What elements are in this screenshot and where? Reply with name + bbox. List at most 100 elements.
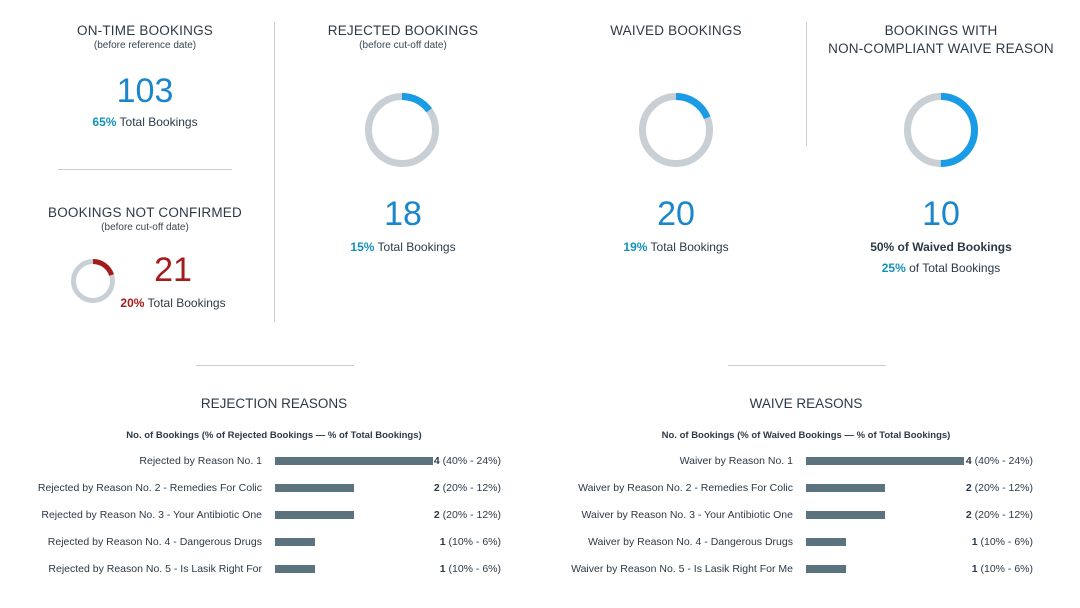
reason-bar <box>806 457 964 465</box>
reason-label: Waiver by Reason No. 3 - Your Antibiotic… <box>581 509 793 521</box>
waived-value: 20 <box>657 195 695 233</box>
divider-vertical-right <box>806 22 807 146</box>
noncompliant-ring <box>904 93 978 167</box>
not-confirmed-stat: 20% Total Bookings <box>110 296 236 310</box>
reason-label: Waiver by Reason No. 1 <box>679 455 793 467</box>
on-time-title: ON-TIME BOOKINGS <box>77 23 213 38</box>
reason-bar <box>275 457 433 465</box>
rejected-title: REJECTED BOOKINGS <box>327 23 479 38</box>
noncompliant-card: BOOKINGS WITH NON-COMPLIANT WAIVE REASON <box>821 22 1061 58</box>
noncompliant-stat2-label: of Total Bookings <box>909 261 1001 275</box>
reason-count: 4 <box>433 455 443 467</box>
reason-value: 2 (20% - 12%) <box>966 482 1033 494</box>
noncompliant-stat-total: 25% of Total Bookings <box>841 261 1041 275</box>
reason-count: 1 <box>439 563 449 575</box>
on-time-pct: 65% <box>92 115 117 129</box>
rejected-stat: 15% Total Bookings <box>303 240 503 254</box>
reason-label: Rejected by Reason No. 1 <box>139 455 262 467</box>
reason-count: 2 <box>965 482 975 494</box>
reason-pct: (20% - 12%) <box>442 509 501 521</box>
divider-section-waive <box>728 365 886 366</box>
waived-card: WAIVED BOOKINGS <box>576 22 776 40</box>
reason-pct: (10% - 6%) <box>448 536 501 548</box>
waive-reasons-title: WAIVE REASONS <box>749 396 863 411</box>
divider-section-rejection <box>196 365 354 366</box>
reason-bar <box>806 538 846 546</box>
reason-pct: (20% - 12%) <box>974 482 1033 494</box>
reason-count: 2 <box>433 482 443 494</box>
waived-stat: 19% Total Bookings <box>576 240 776 254</box>
reason-bar <box>275 538 315 546</box>
rejection-column-header: No. of Bookings (% of Rejected Bookings … <box>126 430 422 441</box>
divider-horizontal-left <box>58 169 232 170</box>
not-confirmed-subtitle: (before cut-off date) <box>101 222 189 233</box>
ring-progress <box>365 93 439 167</box>
reason-count: 4 <box>965 455 975 467</box>
rejected-subtitle: (before cut-off date) <box>359 40 447 51</box>
reason-label: Rejected by Reason No. 5 - Is Lasik Righ… <box>48 563 262 575</box>
noncompliant-title-line1: BOOKINGS WITH <box>884 23 998 38</box>
reason-label: Rejected by Reason No. 3 - Your Antibiot… <box>41 509 262 521</box>
waived-title: WAIVED BOOKINGS <box>610 23 742 38</box>
reason-label: Rejected by Reason No. 4 - Dangerous Dru… <box>47 536 262 548</box>
reason-bar <box>275 565 315 573</box>
on-time-card: ON-TIME BOOKINGS (before reference date)… <box>45 22 245 129</box>
reason-bar <box>806 484 885 492</box>
reason-count: 1 <box>971 563 981 575</box>
reason-bar <box>275 484 354 492</box>
not-confirmed-ring <box>71 259 115 303</box>
reason-value: 1 (10% - 6%) <box>972 536 1033 548</box>
reason-pct: (20% - 12%) <box>442 482 501 494</box>
reason-label: Waiver by Reason No. 5 - Is Lasik Right … <box>571 563 793 575</box>
divider-vertical-left <box>274 22 275 322</box>
noncompliant-title-line2: NON-COMPLIANT WAIVE REASON <box>828 41 1054 56</box>
reason-value: 2 (20% - 12%) <box>434 482 501 494</box>
noncompliant-stat1: 50% of Waived Bookings <box>870 240 1012 254</box>
reason-pct: (10% - 6%) <box>980 563 1033 575</box>
rejected-ring <box>365 93 439 167</box>
rejection-reasons-title: REJECTION REASONS <box>200 396 348 411</box>
reason-value: 4 (40% - 24%) <box>434 455 501 467</box>
reason-count: 2 <box>965 509 975 521</box>
reason-bar <box>806 565 846 573</box>
reason-pct: (20% - 12%) <box>974 509 1033 521</box>
rejected-card: REJECTED BOOKINGS (before cut-off date) <box>303 22 503 51</box>
waived-ring <box>639 93 713 167</box>
on-time-pct-label: Total Bookings <box>119 115 198 129</box>
reason-count: 2 <box>433 509 443 521</box>
reason-count: 1 <box>439 536 449 548</box>
reason-value: 2 (20% - 12%) <box>434 509 501 521</box>
reason-bar <box>275 511 354 519</box>
on-time-stat: 65% Total Bookings <box>45 115 245 129</box>
not-confirmed-value: 21 <box>154 251 192 289</box>
reason-bar <box>806 511 885 519</box>
on-time-subtitle: (before reference date) <box>93 40 197 51</box>
reason-label: Waiver by Reason No. 4 - Dangerous Drugs <box>587 536 793 548</box>
ring-progress <box>71 259 115 303</box>
noncompliant-stat-waived: 50% of Waived Bookings <box>841 240 1041 254</box>
reason-pct: (10% - 6%) <box>448 563 501 575</box>
waived-pct-label: Total Bookings <box>650 240 729 254</box>
on-time-value: 103 <box>116 72 174 110</box>
reason-pct: (40% - 24%) <box>974 455 1033 467</box>
reason-label: Waiver by Reason No. 2 - Remedies For Co… <box>578 482 793 494</box>
reason-label: Rejected by Reason No. 2 - Remedies For … <box>37 482 262 494</box>
rejected-pct: 15% <box>350 240 375 254</box>
waive-column-header: No. of Bookings (% of Waived Bookings — … <box>661 430 951 441</box>
reason-pct: (10% - 6%) <box>980 536 1033 548</box>
reason-value: 1 (10% - 6%) <box>440 563 501 575</box>
rejected-pct-label: Total Bookings <box>377 240 456 254</box>
rejected-value: 18 <box>384 195 422 233</box>
ring-progress <box>639 93 713 167</box>
waived-pct: 19% <box>623 240 648 254</box>
not-confirmed-pct: 20% <box>120 296 145 310</box>
reason-pct: (40% - 24%) <box>442 455 501 467</box>
not-confirmed-card: BOOKINGS NOT CONFIRMED (before cut-off d… <box>45 204 245 233</box>
not-confirmed-title: BOOKINGS NOT CONFIRMED <box>48 205 242 220</box>
reason-count: 1 <box>971 536 981 548</box>
reason-value: 2 (20% - 12%) <box>966 509 1033 521</box>
noncompliant-stat2-pct: 25% <box>881 261 906 275</box>
ring-progress <box>904 93 978 167</box>
noncompliant-value: 10 <box>922 195 960 233</box>
not-confirmed-pct-label: Total Bookings <box>147 296 226 310</box>
